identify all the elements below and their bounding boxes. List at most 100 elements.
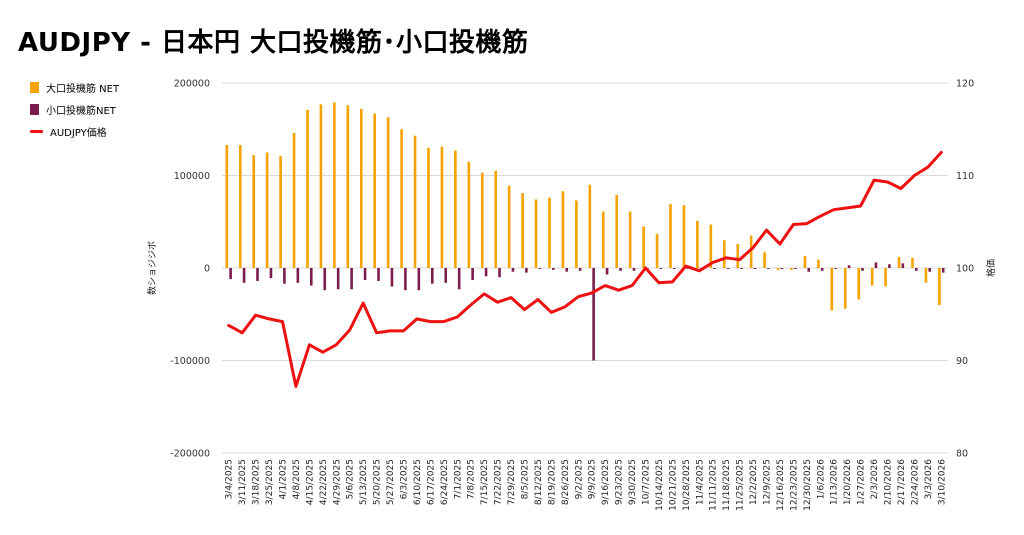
bar-large-speculators [736,243,740,268]
bar-large-speculators [548,197,551,268]
x-tick-label: 10/7/2025 [642,459,652,505]
x-tick-label: 4/22/2025 [319,459,329,505]
bar-small-speculators [390,268,394,287]
x-tick-label: 8/12/2025 [534,459,544,505]
x-tick-label: 7/22/2025 [494,459,504,505]
bar-large-speculators [373,113,377,269]
bar-large-speculators [346,105,350,268]
x-tick-label: 12/9/2025 [763,459,773,505]
bar-large-speculators [763,252,766,268]
x-tick-label: 9/2/2025 [574,459,584,499]
bar-large-speculators [870,268,874,286]
bar-small-speculators [780,268,784,269]
legend-label-price: AUDJPY価格 [50,127,107,139]
bar-large-speculators [938,268,941,305]
bar-large-speculators [400,129,403,268]
bar-large-speculators [803,255,807,268]
x-tick-label: 5/13/2025 [359,459,369,505]
bar-large-speculators [333,102,336,268]
bar-small-speculators [377,268,380,281]
bar-small-speculators [914,268,918,271]
bar-small-speculators [807,268,811,272]
left-tick-label: 0 [204,264,210,275]
bar-small-speculators [417,268,421,291]
bar-small-speculators [511,268,515,272]
x-tick-label: 5/20/2025 [373,459,383,505]
x-tick-label: 6/10/2025 [413,459,423,505]
x-tick-label: 8/26/2025 [561,459,571,505]
x-tick-label: 3/10/2026 [937,459,947,505]
x-tick-label: 11/18/2025 [722,459,732,511]
x-tick-label: 3/11/2025 [238,459,248,505]
bar-small-speculators [444,268,448,283]
bar-small-speculators [551,268,555,270]
bar-large-speculators [575,200,578,268]
bar-large-speculators [830,268,834,311]
left-tick-label: -100000 [170,356,210,367]
x-tick-label: 4/29/2025 [332,459,342,505]
bar-small-speculators [619,268,622,271]
bar-large-speculators [749,235,753,268]
x-tick-label: 2/17/2026 [897,459,907,505]
bar-large-speculators [225,144,229,268]
bar-small-speculators [404,268,407,291]
bar-small-speculators [941,268,945,273]
bar-large-speculators [857,268,861,300]
x-tick-label: 6/17/2025 [426,459,436,505]
bar-small-speculators [484,268,488,277]
x-tick-label: 7/8/2025 [467,459,477,499]
bar-large-speculators [265,152,269,268]
bar-small-speculators [323,268,327,291]
bar-large-speculators [722,240,726,268]
x-tick-label: 12/30/2025 [803,459,813,511]
bar-large-speculators [682,205,686,268]
bar-large-speculators [696,220,699,268]
bar-small-speculators [430,268,434,284]
bar-small-speculators [713,268,716,269]
left-tick-label: -200000 [170,449,210,460]
bar-small-speculators [632,268,636,271]
bar-small-speculators [309,268,313,286]
bar-small-speculators [498,268,501,278]
bar-small-speculators [928,268,932,272]
x-tick-label: 9/23/2025 [615,459,625,505]
bar-small-speculators [269,268,273,279]
bar-small-speculators [296,268,300,283]
x-tick-label: 4/1/2025 [279,459,289,499]
bar-small-speculators [457,268,461,290]
bar-large-speculators [655,233,659,268]
bar-small-speculators [726,268,730,269]
x-tick-label: 4/8/2025 [292,459,302,499]
bar-small-speculators [861,268,864,271]
bar-large-speculators [615,194,619,268]
chart-title: AUDJPY - 日本円 大口投機筋･小口投機筋 [18,28,529,58]
bar-small-speculators [538,268,542,269]
bar-large-speculators [561,191,565,268]
right-tick-label: 100 [956,264,974,275]
bar-large-speculators [494,170,498,268]
bar-large-speculators [534,199,538,268]
bar-small-speculators [578,268,582,271]
bar-small-speculators [834,268,837,269]
bar-large-speculators [252,155,256,268]
legend-item-price: AUDJPY価格 [30,120,119,142]
bar-large-speculators [386,117,390,268]
left-tick-label: 200000 [174,79,210,90]
bar-large-speculators [279,156,282,268]
bar-small-speculators [740,268,743,269]
bar-small-speculators [256,268,259,281]
bar-large-speculators [709,224,713,268]
x-tick-label: 7/29/2025 [507,459,517,505]
x-tick-label: 6/24/2025 [440,459,450,505]
bar-large-speculators [306,109,309,268]
price-line [227,150,943,388]
x-tick-label: 3/25/2025 [265,459,275,505]
bar-small-speculators [525,268,528,273]
bar-small-speculators [592,268,595,361]
x-tick-label: 1/13/2026 [830,459,840,505]
bar-small-speculators [901,263,905,268]
bar-large-speculators [601,211,605,268]
x-tick-label: 10/28/2025 [682,459,692,511]
right-tick-label: 80 [956,449,968,460]
